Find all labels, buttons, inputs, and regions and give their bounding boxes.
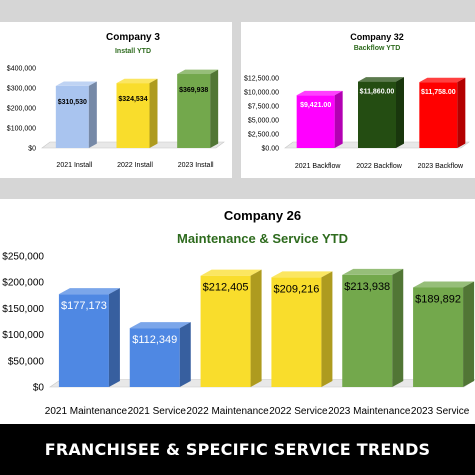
data-label: $324,534: [118, 96, 147, 103]
data-label: $310,530: [58, 99, 87, 106]
y-tick-label: $250,000: [2, 252, 44, 263]
data-label: $11,758.00: [421, 89, 456, 96]
bar: [296, 90, 343, 148]
category-label: 2021 Service: [128, 406, 187, 417]
data-label: $11,860.00: [360, 89, 395, 96]
category-label: 2021 Maintenance: [45, 406, 128, 417]
chart-panel-company-3: Company 3 Install YTD $400,000 $300,000 $200…: [0, 22, 232, 178]
footer-banner: FRANCHISEE & SPECIFIC SERVICE TRENDS: [0, 424, 475, 475]
chart-svg: Company 26 Maintenance & Service YTD $250,…: [2, 208, 475, 417]
data-label: $189,892: [415, 293, 461, 305]
y-tick-label: $100,000: [7, 125, 36, 132]
data-label: $209,216: [273, 283, 319, 295]
data-label: $213,938: [344, 281, 390, 293]
y-tick-label: $2,500.00: [248, 131, 279, 138]
y-tick-label: $50,000: [8, 356, 45, 367]
category-label: 2022 Backflow: [356, 163, 402, 170]
y-tick-label: $200,000: [2, 278, 44, 289]
bar: [200, 269, 262, 387]
data-label: $369,938: [179, 87, 208, 94]
y-tick-label: $12,500.00: [244, 75, 279, 82]
chart-title: Company 32: [350, 32, 404, 42]
bar: [271, 271, 333, 387]
category-label: 2023 Maintenance: [328, 406, 411, 417]
category-label: 2022 Service: [269, 406, 328, 417]
data-label: $177,173: [61, 300, 107, 312]
category-label: 2023 Backflow: [418, 163, 464, 170]
bar: [129, 322, 191, 387]
chart-panel-company-26: Company 26 Maintenance & Service YTD $250,…: [0, 199, 475, 424]
chart-svg: Company 3 Install YTD $400,000 $300,000 $200…: [7, 32, 225, 169]
bar: [116, 78, 158, 148]
footer-banner-text: FRANCHISEE & SPECIFIC SERVICE TRENDS: [44, 440, 431, 459]
y-tick-label: $7,500.00: [248, 103, 279, 110]
bar: [419, 77, 466, 148]
category-label: 2023 Install: [178, 162, 214, 169]
bar: [358, 77, 404, 148]
chart-subtitle: Maintenance & Service YTD: [177, 231, 348, 246]
chart-title: Company 3: [106, 32, 160, 43]
y-tick-label: $0.00: [261, 145, 279, 152]
y-tick-label: $10,000.00: [244, 89, 279, 96]
bar: [55, 81, 97, 148]
y-tick-label: $5,000.00: [248, 117, 279, 124]
chart-svg: Company 32 Backflow YTD $12,500.00 $10,000.…: [244, 32, 470, 170]
category-label: 2022 Maintenance: [186, 406, 269, 417]
chart-title: Company 26: [224, 208, 301, 223]
y-tick-label: $100,000: [2, 330, 44, 341]
chart-subtitle: Install YTD: [115, 48, 151, 55]
data-label: $9,421.00: [300, 102, 331, 109]
chart-subtitle: Backflow YTD: [354, 45, 401, 52]
category-label: 2021 Backflow: [295, 163, 341, 170]
category-label: 2022 Install: [117, 162, 153, 169]
y-tick-label: $200,000: [7, 105, 36, 112]
y-tick-label: $150,000: [2, 304, 44, 315]
y-tick-label: $400,000: [7, 65, 36, 72]
bar: [58, 288, 120, 387]
y-tick-label: $0: [28, 145, 36, 152]
y-tick-label: $300,000: [7, 85, 36, 92]
y-tick-label: $0: [33, 383, 45, 394]
chart-panel-company-32: Company 32 Backflow YTD $12,500.00 $10,000.…: [241, 22, 475, 178]
bar: [177, 69, 219, 148]
data-label: $212,405: [203, 282, 249, 294]
bar: [413, 281, 475, 387]
bar: [342, 268, 404, 387]
data-label: $112,349: [132, 334, 177, 346]
category-label: 2021 Install: [56, 162, 92, 169]
category-label: 2023 Service: [411, 406, 470, 417]
